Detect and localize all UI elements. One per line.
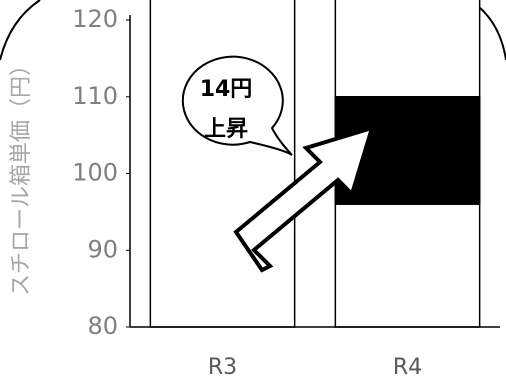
annotation-line: 上昇 — [204, 117, 248, 142]
y-axis-label: スチロール箱単価（円） — [9, 54, 34, 296]
callout-bubble — [181, 55, 293, 156]
arrow — [233, 125, 375, 273]
frame-corner — [0, 0, 41, 61]
x-tick-label: R4 — [393, 355, 422, 380]
bar-segment — [149, 0, 296, 328]
y-tick-label: 120 — [72, 5, 118, 33]
y-tick-label: 100 — [72, 159, 118, 187]
y-tick-label: 90 — [87, 235, 118, 263]
x-tick-label: R3 — [208, 355, 237, 380]
y-tick-label: 80 — [87, 312, 118, 340]
overlay: 14円 上昇 — [181, 55, 375, 273]
y-tick-label: 110 — [72, 82, 118, 110]
plot-area: 80 90 100 110 120 R3 R4 — [72, 0, 500, 380]
annotation-line: 14円 — [200, 77, 253, 102]
